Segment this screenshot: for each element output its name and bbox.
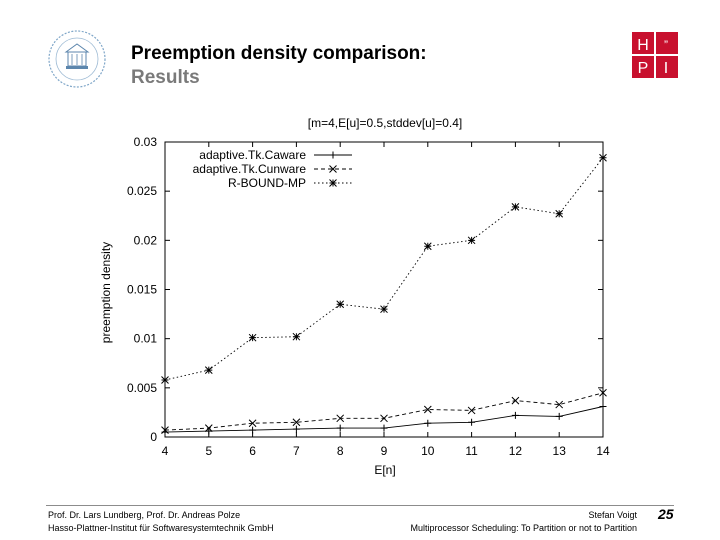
data-point-series-2: [467, 406, 476, 415]
data-point-series-2: [423, 405, 432, 414]
x-tick-label: 12: [509, 444, 523, 458]
data-point-series-1: [249, 426, 257, 434]
hpi-letter-i: I: [664, 60, 668, 77]
data-point-series-3: [511, 203, 520, 211]
x-tick-label: 11: [465, 444, 478, 458]
data-point-series-2: [161, 426, 169, 434]
data-point-series-1: [336, 424, 344, 432]
data-point-series-2: [248, 419, 257, 428]
footer-left: Prof. Dr. Lars Lundberg, Prof. Dr. Andre…: [48, 509, 274, 535]
data-point-series-1: [555, 412, 563, 420]
x-tick-label: 4: [162, 444, 169, 458]
data-point-series-1: [511, 411, 519, 419]
hpi-letter-h: H: [637, 37, 649, 54]
y-tick-label: 0.01: [134, 332, 158, 346]
data-point-series-2: [511, 396, 520, 405]
data-point-series-3: [248, 333, 257, 342]
x-tick-label: 13: [553, 444, 567, 458]
y-axis-label: preemption density: [99, 242, 113, 343]
legend-label: adaptive.Tk.Cunware: [193, 162, 307, 176]
footer-talk-title: Multiprocessor Scheduling: To Partition …: [410, 523, 637, 533]
x-tick-label: 9: [381, 444, 388, 458]
data-point-series-2: [555, 400, 564, 409]
slide-title-block: Preemption density comparison: Results: [131, 42, 427, 90]
hpi-quote-mark: ”: [664, 38, 668, 52]
university-seal-logo: [48, 30, 106, 88]
y-tick-label: 0.005: [127, 381, 157, 395]
x-tick-label: 8: [337, 444, 344, 458]
data-point-series-1: [599, 403, 607, 411]
y-tick-label: 0.03: [134, 135, 158, 149]
x-tick-label: 14: [596, 444, 610, 458]
data-point-series-3: [423, 242, 432, 251]
data-point-series-2: [336, 414, 345, 423]
hpi-letter-p: P: [638, 60, 649, 77]
data-point-series-3: [204, 366, 213, 374]
data-point-series-1: [424, 419, 432, 427]
footer-right: Stefan Voigt Multiprocessor Scheduling: …: [411, 509, 637, 535]
footer-authors: Prof. Dr. Lars Lundberg, Prof. Dr. Andre…: [48, 510, 241, 520]
data-point-series-1: [292, 425, 300, 433]
y-tick-label: 0.025: [127, 184, 157, 198]
footer-institute: Hasso-Plattner-Institut für Softwaresyst…: [48, 523, 274, 533]
chart-title: [m=4,E[u]=0.5,stddev[u]=0.4]: [308, 116, 462, 130]
data-point-series-2: [204, 424, 213, 433]
data-point-series-1: [380, 424, 388, 432]
slide-subtitle: Results: [131, 67, 200, 88]
x-tick-label: 10: [421, 444, 435, 458]
data-point-series-2: [599, 388, 607, 397]
data-point-series-2: [292, 418, 301, 427]
data-point-series-3: [336, 300, 345, 309]
x-tick-label: 5: [205, 444, 212, 458]
y-tick-label: 0: [150, 430, 157, 444]
data-point-series-3: [599, 153, 607, 162]
footer-presenter: Stefan Voigt: [588, 510, 637, 520]
x-axis-label: E[n]: [374, 463, 395, 477]
x-tick-label: 7: [293, 444, 300, 458]
data-point-series-3: [467, 236, 476, 245]
hpi-logo: H P I ”: [632, 32, 678, 78]
legend-marker: [329, 165, 337, 173]
x-tick-label: 6: [249, 444, 256, 458]
page-number: 25: [658, 506, 674, 522]
legend-label: R-BOUND-MP: [228, 176, 306, 190]
slide-title: Preemption density comparison:: [131, 43, 427, 64]
data-point-series-2: [380, 414, 388, 423]
y-tick-label: 0.02: [134, 233, 158, 247]
data-point-series-3: [161, 376, 169, 384]
legend-label: adaptive.Tk.Caware: [199, 148, 306, 162]
series-line-2: [164, 392, 604, 431]
data-point-series-3: [292, 332, 301, 341]
data-point-series-1: [468, 418, 476, 426]
footer-divider: [46, 505, 674, 506]
series-line-3: [164, 157, 604, 381]
legend-marker: [329, 179, 337, 187]
legend-marker: [329, 151, 337, 159]
y-tick-label: 0.015: [127, 283, 157, 297]
data-point-series-3: [555, 209, 564, 218]
data-point-series-3: [380, 305, 388, 314]
